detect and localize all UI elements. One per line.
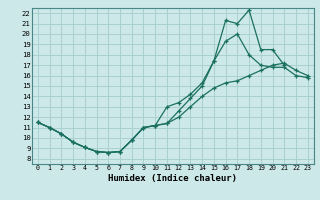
X-axis label: Humidex (Indice chaleur): Humidex (Indice chaleur) xyxy=(108,174,237,183)
